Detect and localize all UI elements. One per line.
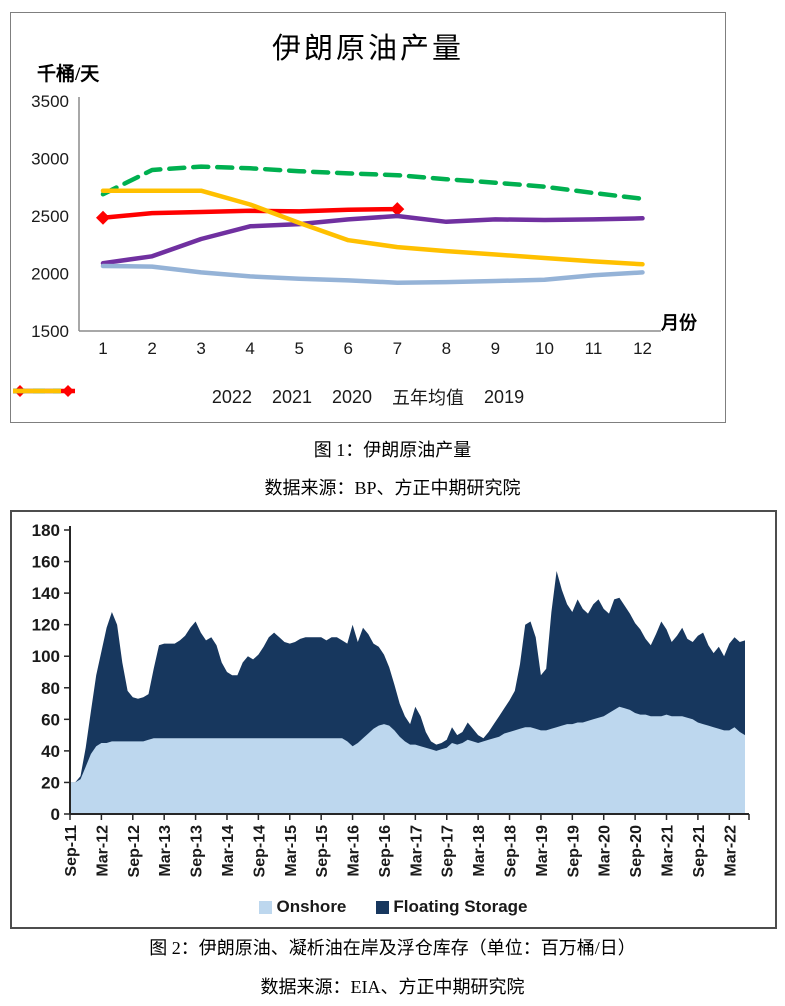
series-2021-line (100, 213, 645, 266)
legend-item-2022: 2022 (13, 385, 252, 408)
c2-x-tick-label: Mar-15 (283, 825, 300, 877)
c2-x-tick-label: Mar-19 (534, 825, 551, 877)
c2-y-tick-label: 0 (51, 805, 60, 824)
c2-x-tick-label: Sep-19 (565, 825, 582, 878)
c2-x-tick-label: Mar-21 (660, 825, 677, 877)
series-2022-line (100, 206, 400, 220)
c2-x-tick-label: Sep-20 (628, 825, 645, 878)
legend-label-2019: 2019 (484, 386, 525, 407)
figure1-legend: 2022 2021 2020 五年均值 2019 (11, 384, 725, 410)
legend-item-floating-storage: Floating Storage (376, 897, 528, 917)
c1-x-tick-label: 8 (442, 339, 451, 358)
series-2022-marker (390, 202, 405, 217)
c2-y-tick-label: 40 (41, 742, 60, 761)
c2-x-tick-label: Mar-16 (346, 825, 363, 877)
figure1-caption: 图 1：伊朗原油产量 (313, 440, 472, 460)
c1-x-tick-label: 9 (491, 339, 500, 358)
c2-x-tick-label: Mar-14 (220, 825, 237, 877)
c1-y-tick-label: 3000 (31, 150, 69, 169)
c1-x-tick-label: 1 (98, 339, 107, 358)
c2-x-tick-label: Mar-12 (94, 825, 111, 877)
c1-x-tick-label: 3 (196, 339, 205, 358)
c1-y-tick-label: 1500 (31, 322, 69, 341)
onshore-area (70, 706, 745, 814)
legend-label-floating-storage: Floating Storage (393, 897, 528, 916)
c1-x-tick-label: 6 (344, 339, 353, 358)
c1-y-tick-label: 2500 (31, 207, 69, 226)
c2-x-tick-label: Sep-11 (63, 825, 80, 877)
legend-label-2022: 2022 (211, 386, 252, 407)
figure2-source: 数据来源：EIA、方正中期研究院 (260, 977, 525, 997)
c2-x-tick-label: Sep-16 (377, 825, 394, 878)
c2-x-tick-label: Mar-13 (157, 825, 174, 877)
c2-y-tick-label: 60 (41, 710, 60, 729)
chart1-y-unit-label: 千桶/天 (37, 64, 100, 85)
legend-swatch-floating-storage (376, 900, 390, 914)
c1-y-tick-label: 3500 (31, 92, 69, 111)
legend-label-2021: 2021 (271, 386, 312, 407)
c2-x-tick-label: Sep-14 (251, 825, 268, 878)
c2-x-tick-label: Mar-18 (471, 825, 488, 877)
chart1-x-axis-label: 月份 (661, 313, 697, 333)
c2-x-tick-label: Sep-15 (314, 825, 331, 878)
series-2022-marker (96, 210, 110, 225)
c2-y-tick-label: 20 (41, 773, 60, 792)
figure2-caption: 图 2：伊朗原油、凝析油在岸及浮仓库存（单位：百万桶/日） (149, 938, 636, 958)
legend-swatch-2019 (13, 388, 61, 394)
series-2019-line (100, 188, 645, 267)
legend-item-five-year-avg: 五年均值 (13, 384, 465, 410)
c2-x-tick-label: Sep-12 (126, 825, 143, 878)
c1-x-tick-label: 5 (294, 339, 303, 358)
figure2-chart: 180 160 140 120 100 80 60 40 20 0 Sep-11 Mar-12 Sep-… (10, 510, 777, 929)
c1-x-tick-label: 2 (147, 339, 156, 358)
c1-x-tick-label: 10 (535, 339, 554, 358)
figure1-chart: 3500 3000 2500 2000 1500 1 2 3 4 5 6 7 8 9 10 11 12 伊朗原油… (10, 12, 726, 423)
figure2-legend: Onshore Floating Storage (12, 897, 775, 917)
c2-y-tick-label: 180 (32, 521, 60, 540)
chart1-title: 伊朗原油产量 (271, 33, 464, 65)
c1-x-tick-label: 7 (393, 339, 402, 358)
series-five-year-avg-line (100, 164, 645, 202)
c2-x-tick-label: Sep-21 (691, 825, 708, 878)
c2-x-tick-label: Mar-20 (597, 825, 614, 877)
c2-x-tick-label: Sep-17 (440, 825, 457, 878)
legend-label-five-year-avg: 五年均值 (392, 388, 465, 408)
c2-x-tick-label: Sep-18 (503, 825, 520, 878)
c1-y-tick-label: 2000 (31, 265, 69, 284)
c2-x-tick-label: Mar-22 (722, 825, 739, 877)
c1-x-tick-label: 12 (633, 339, 652, 358)
c2-y-tick-label: 140 (32, 584, 60, 603)
c2-y-tick-label: 80 (41, 679, 60, 698)
c2-x-tick-label: Mar-17 (408, 825, 425, 877)
c1-x-tick-label: 11 (585, 339, 603, 358)
c2-y-tick-label: 160 (32, 553, 60, 572)
legend-label-2020: 2020 (332, 386, 373, 407)
figure1-source: 数据来源：BP、方正中期研究院 (264, 478, 521, 498)
legend-item-2020: 2020 (13, 386, 373, 408)
legend-label-onshore: Onshore (276, 897, 347, 916)
legend-item-2021: 2021 (13, 386, 312, 408)
c1-x-tick-label: 4 (245, 339, 254, 358)
series-2020-line (100, 263, 645, 285)
legend-item-2019: 2019 (13, 386, 525, 408)
legend-swatch-onshore (259, 900, 273, 914)
c2-y-tick-label: 120 (32, 616, 60, 635)
c2-x-tick-label: Sep-13 (189, 825, 206, 878)
legend-item-onshore: Onshore (259, 897, 346, 917)
c2-y-tick-label: 100 (32, 647, 60, 666)
